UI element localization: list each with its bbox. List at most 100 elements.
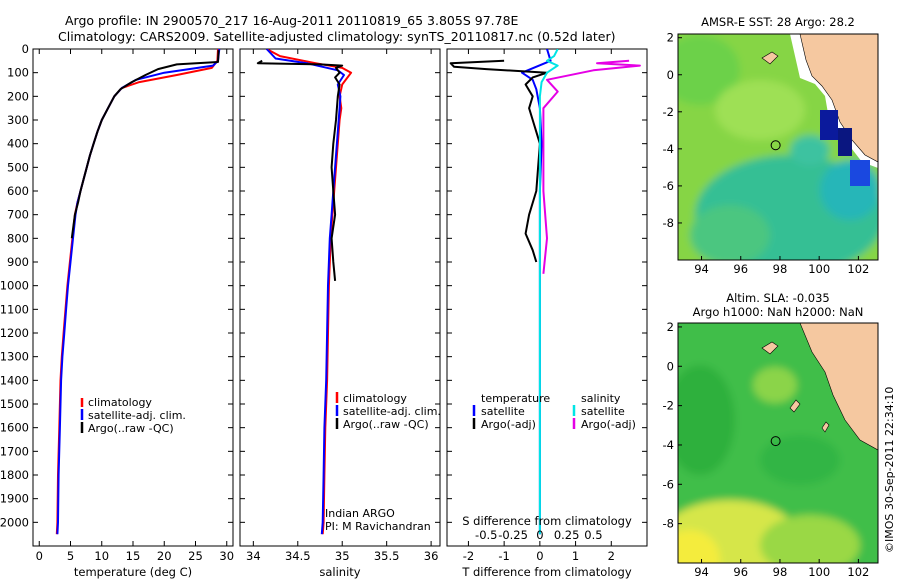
salinity-legend: climatology satellite-adj. clim. Argo(..… bbox=[335, 392, 441, 431]
sst-map: AMSR-E SST: 28 Argo: 28.2 94 96 98 100 102 2 0… bbox=[663, 15, 879, 276]
sst-cold-patch bbox=[820, 110, 838, 140]
x-tick-label: 20 bbox=[157, 549, 172, 563]
map-x-tick-label: 94 bbox=[694, 262, 709, 276]
y-tick-label: 1900 bbox=[0, 492, 29, 506]
map-x-tick-label: 102 bbox=[847, 565, 869, 579]
x-tick-label: 30 bbox=[219, 549, 234, 563]
map-y-tick-label: -2 bbox=[663, 399, 674, 413]
x-tick-label-s: 0 bbox=[536, 528, 543, 542]
y-tick-label: 200 bbox=[7, 89, 29, 103]
legend-label-t-argo: Argo(-adj) bbox=[481, 418, 536, 431]
temperature-panel: 0 5 10 15 20 25 300100200300400500600700800900… bbox=[0, 42, 234, 579]
argo-position-marker bbox=[770, 140, 781, 151]
x-tick-label: -2 bbox=[463, 549, 474, 563]
map-y-tick-label: -8 bbox=[663, 517, 674, 531]
x-tick-label: 15 bbox=[126, 549, 141, 563]
figure-title-line2: Climatology: CARS2009. Satellite-adjuste… bbox=[58, 29, 615, 44]
map-y-tick-label: -6 bbox=[663, 179, 674, 193]
difference-legend-salinity: salinity satellite Argo(-adj) bbox=[572, 392, 636, 431]
map-x-tick-label: 94 bbox=[694, 565, 709, 579]
watermark: ©IMOS 30-Sep-2011 22:34:10 bbox=[883, 387, 896, 553]
y-tick-label: 100 bbox=[7, 66, 29, 80]
island-mentawai bbox=[821, 421, 830, 433]
y-tick-label: 1100 bbox=[0, 302, 29, 316]
island-simeulue bbox=[761, 341, 779, 355]
difference-xlabel-t: T difference from climatology bbox=[461, 565, 632, 579]
series-line-s_argo bbox=[542, 59, 641, 274]
salinity-xlabel: salinity bbox=[319, 565, 360, 579]
series-line-argo bbox=[256, 59, 344, 281]
difference-legend-temperature: temperature satellite Argo(-adj) bbox=[472, 392, 550, 431]
y-tick-label: 1800 bbox=[0, 468, 29, 482]
y-tick-label: 2000 bbox=[0, 515, 29, 529]
map-y-tick-label: 2 bbox=[667, 31, 674, 45]
map-y-tick-label: 0 bbox=[667, 359, 674, 373]
difference-panel: -2 -1 0 1 2 -0.5 -0.25 0 0.25 0.5 T difference fr… bbox=[446, 48, 648, 579]
legend-label-s-argo: Argo(-adj) bbox=[581, 418, 636, 431]
map-x-tick-label: 96 bbox=[733, 262, 748, 276]
map-x-tick-label: 102 bbox=[847, 262, 869, 276]
temperature-legend: climatology satellite-adj. clim. Argo(..… bbox=[80, 396, 186, 435]
land-sumatra bbox=[799, 323, 878, 451]
difference-axes-frame bbox=[446, 48, 648, 547]
salinity-panel: 34 34.5 35 35.5 36 salinity climatology sate… bbox=[239, 48, 441, 579]
y-tick-label: 800 bbox=[7, 231, 29, 245]
legend-label-t-satellite: satellite bbox=[481, 405, 525, 418]
sla-map-title-line1: Altim. SLA: -0.035 bbox=[726, 291, 830, 305]
x-tick-label: 5 bbox=[67, 549, 74, 563]
y-tick-label: 500 bbox=[7, 160, 29, 174]
map-x-tick-label: 100 bbox=[808, 262, 830, 276]
x-tick-label: 25 bbox=[188, 549, 203, 563]
x-tick-label-s: -0.5 bbox=[475, 528, 497, 542]
x-tick-label: 0 bbox=[536, 549, 543, 563]
legend-label-climatology: climatology bbox=[88, 396, 152, 409]
y-tick-label: 1700 bbox=[0, 444, 29, 458]
figure-title-line1: Argo profile: IN 2900570_217 16-Aug-2011… bbox=[65, 13, 519, 28]
y-tick-label: 400 bbox=[7, 137, 29, 151]
island-nias bbox=[789, 399, 801, 413]
legend-label-s-satellite: satellite bbox=[581, 405, 625, 418]
sla-map-frame bbox=[677, 322, 879, 564]
x-tick-label: 2 bbox=[608, 549, 615, 563]
sla-field bbox=[678, 323, 878, 563]
map-y-tick-label: -8 bbox=[663, 216, 674, 230]
legend-label-argo: Argo(..raw -QC) bbox=[88, 422, 174, 435]
map-x-tick-label: 98 bbox=[773, 262, 788, 276]
series-line-t_argo bbox=[449, 59, 548, 263]
map-y-tick-label: 2 bbox=[667, 320, 674, 334]
map-y-tick-label: -4 bbox=[663, 438, 674, 452]
y-tick-label: 1500 bbox=[0, 397, 29, 411]
x-tick-label: 34.5 bbox=[285, 549, 311, 563]
map-y-tick-label: -2 bbox=[663, 105, 674, 119]
salinity-axes-frame bbox=[239, 48, 441, 547]
y-tick-label: 600 bbox=[7, 184, 29, 198]
y-tick-label: 1300 bbox=[0, 350, 29, 364]
map-x-tick-label: 100 bbox=[808, 565, 830, 579]
legend-label-satellite: satellite-adj. clim. bbox=[88, 409, 186, 422]
land-sumatra bbox=[799, 34, 878, 163]
series-line-argo bbox=[70, 50, 220, 239]
map-x-tick-label: 98 bbox=[773, 565, 788, 579]
legend-label-climatology: climatology bbox=[343, 392, 407, 405]
argo-position-marker bbox=[770, 436, 781, 447]
sla-map-title-line2: Argo h1000: NaN h2000: NaN bbox=[693, 305, 864, 319]
y-tick-label: 0 bbox=[22, 42, 29, 56]
y-tick-label: 300 bbox=[7, 113, 29, 127]
x-tick-label: 35.5 bbox=[374, 549, 400, 563]
legend-title-temperature: temperature bbox=[481, 392, 550, 405]
x-tick-label: 1 bbox=[572, 549, 579, 563]
temperature-axes-frame bbox=[32, 48, 234, 547]
x-tick-label-s: -0.25 bbox=[498, 528, 528, 542]
x-tick-label: 10 bbox=[94, 549, 109, 563]
series-line-s_sat bbox=[538, 49, 559, 535]
legend-title-salinity: salinity bbox=[581, 392, 621, 405]
x-tick-label-s: 0.25 bbox=[554, 528, 580, 542]
sst-cold-patch-2 bbox=[838, 128, 852, 156]
y-tick-label: 1600 bbox=[0, 421, 29, 435]
sst-cold-patch-3 bbox=[850, 160, 870, 186]
island-simeulue bbox=[761, 51, 779, 65]
map-y-tick-label: -4 bbox=[663, 142, 674, 156]
map-y-tick-label: -6 bbox=[663, 477, 674, 491]
map-y-tick-label: 0 bbox=[667, 68, 674, 82]
sla-map: Altim. SLA: -0.035 Argo h1000: NaN h2000… bbox=[663, 291, 879, 579]
